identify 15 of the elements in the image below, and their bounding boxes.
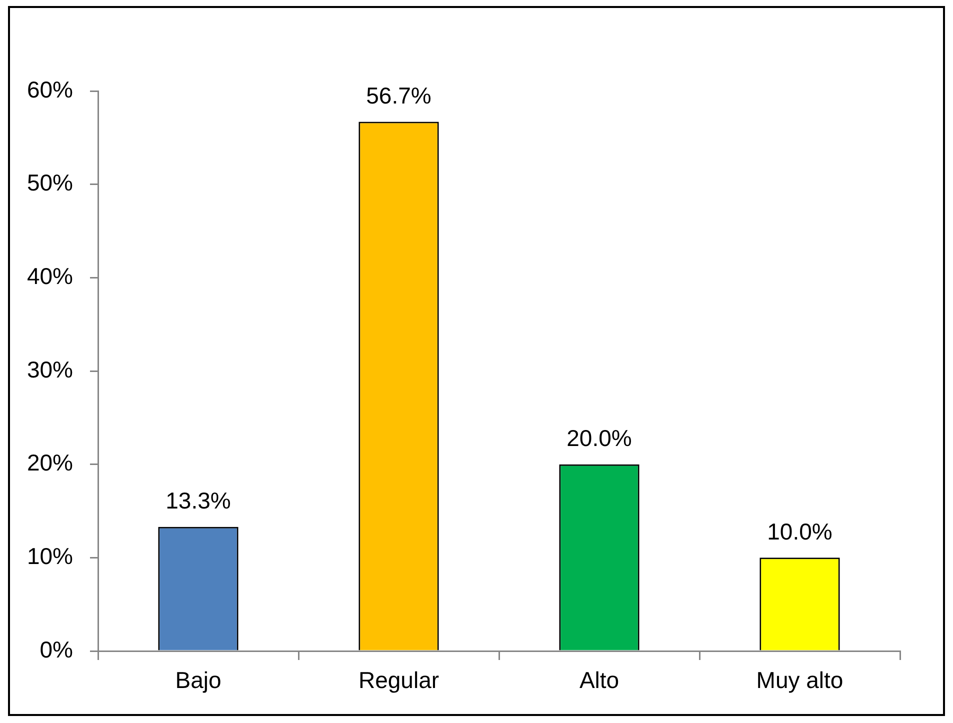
y-tick-label: 40% — [26, 263, 73, 290]
y-tick-label: 30% — [26, 356, 73, 382]
y-tick-label: 60% — [26, 76, 73, 102]
x-tick-label: Bajo — [175, 667, 222, 694]
x-tick-label: Alto — [579, 667, 620, 694]
x-tick-label: Muy alto — [756, 667, 844, 694]
data-label: 56.7% — [366, 82, 432, 109]
data-label: 13.3% — [166, 488, 231, 514]
y-tick-label: 50% — [26, 170, 73, 196]
data-label: 10.0% — [767, 518, 832, 545]
y-tick-label: 20% — [26, 450, 73, 476]
y-tick-label: 10% — [26, 543, 73, 570]
x-tick-label: Regular — [358, 667, 440, 694]
y-tick-label: 0% — [40, 636, 73, 662]
data-label: 20.0% — [566, 425, 632, 452]
